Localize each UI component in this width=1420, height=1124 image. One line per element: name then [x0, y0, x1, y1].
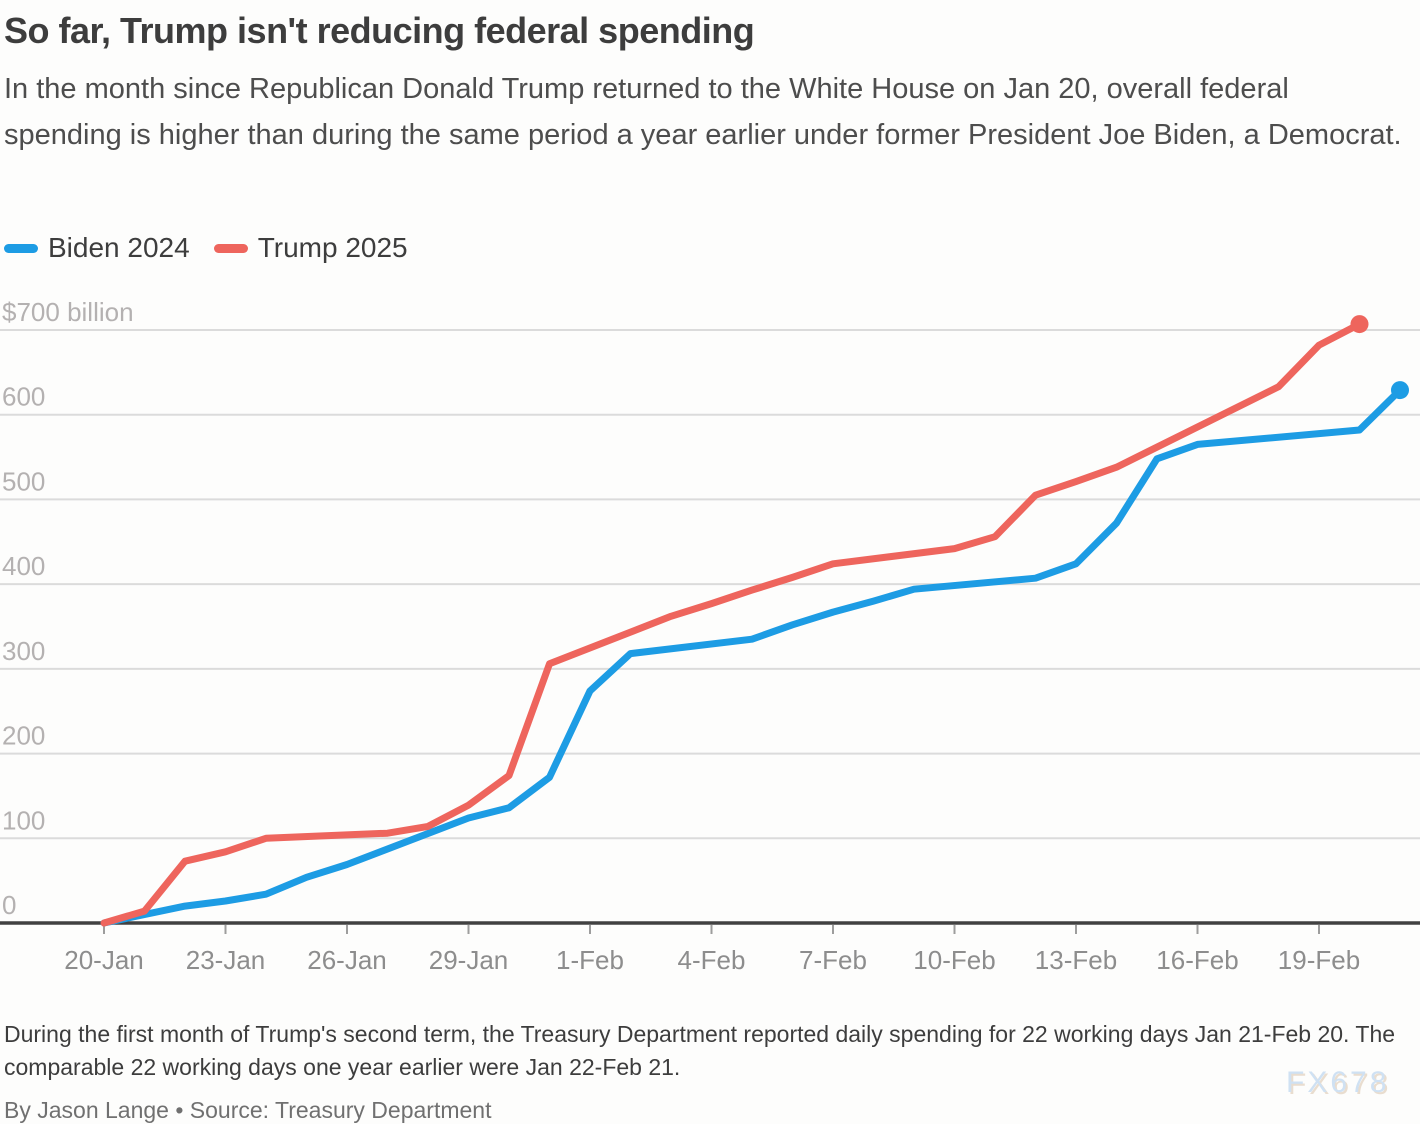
x-axis-label: 26-Jan	[307, 945, 387, 975]
fx678-watermark: FX678	[1286, 1066, 1390, 1099]
legend-item-biden: Biden 2024	[4, 232, 190, 264]
biden-color-swatch	[4, 243, 38, 253]
y-axis-label: 200	[2, 721, 45, 751]
x-axis-label: 23-Jan	[186, 945, 266, 975]
y-axis-label: 400	[2, 551, 45, 581]
spending-line-chart: 0 100 200 300 400 500 600 $700 billion 20-Jan 23-…	[0, 297, 1420, 990]
series-line-trump-2025	[100, 320, 1363, 927]
y-axis-label: 500	[2, 466, 45, 496]
x-axis-label: 10-Feb	[913, 945, 995, 975]
x-axis-label: 20-Jan	[64, 945, 144, 975]
x-axis-label: 1-Feb	[556, 945, 624, 975]
legend: Biden 2024 Trump 2025	[4, 232, 408, 264]
y-axis-label: 0	[2, 890, 16, 920]
y-axis-label: 100	[2, 805, 45, 835]
x-axis-label: 16-Feb	[1156, 945, 1238, 975]
chart-footnote: During the first month of Trump's second…	[4, 1021, 1396, 1080]
legend-label-biden: Biden 2024	[48, 232, 190, 263]
x-axis-label: 19-Feb	[1278, 945, 1360, 975]
y-axis-label: 300	[2, 636, 45, 666]
series-line-biden-2024	[100, 386, 1404, 927]
x-axis-label: 4-Feb	[678, 945, 746, 975]
series-end-dot-biden-2024	[1391, 381, 1409, 400]
series-end-dot-trump-2025	[1350, 315, 1369, 334]
y-axis-label: 600	[2, 382, 45, 412]
chart-title: So far, Trump isn't reducing federal spe…	[4, 10, 755, 51]
x-axis-label: 29-Jan	[429, 945, 509, 975]
chart-subtitle: In the month since Republican Donald Tru…	[4, 73, 1402, 151]
byline-and-source: By Jason Lange • Source: Treasury Depart…	[4, 1097, 492, 1123]
x-axis-label: 13-Feb	[1035, 945, 1117, 975]
trump-color-swatch	[213, 243, 248, 253]
y-axis-label: $700 billion	[2, 300, 134, 327]
spending-chart-svg: 0 100 200 300 400 500 600 $700 billion 20-Jan 23-…	[0, 297, 1420, 975]
x-axis-label: 7-Feb	[799, 945, 867, 975]
legend-label-trump: Trump 2025	[257, 232, 408, 263]
legend-item-trump: Trump 2025	[213, 232, 408, 264]
